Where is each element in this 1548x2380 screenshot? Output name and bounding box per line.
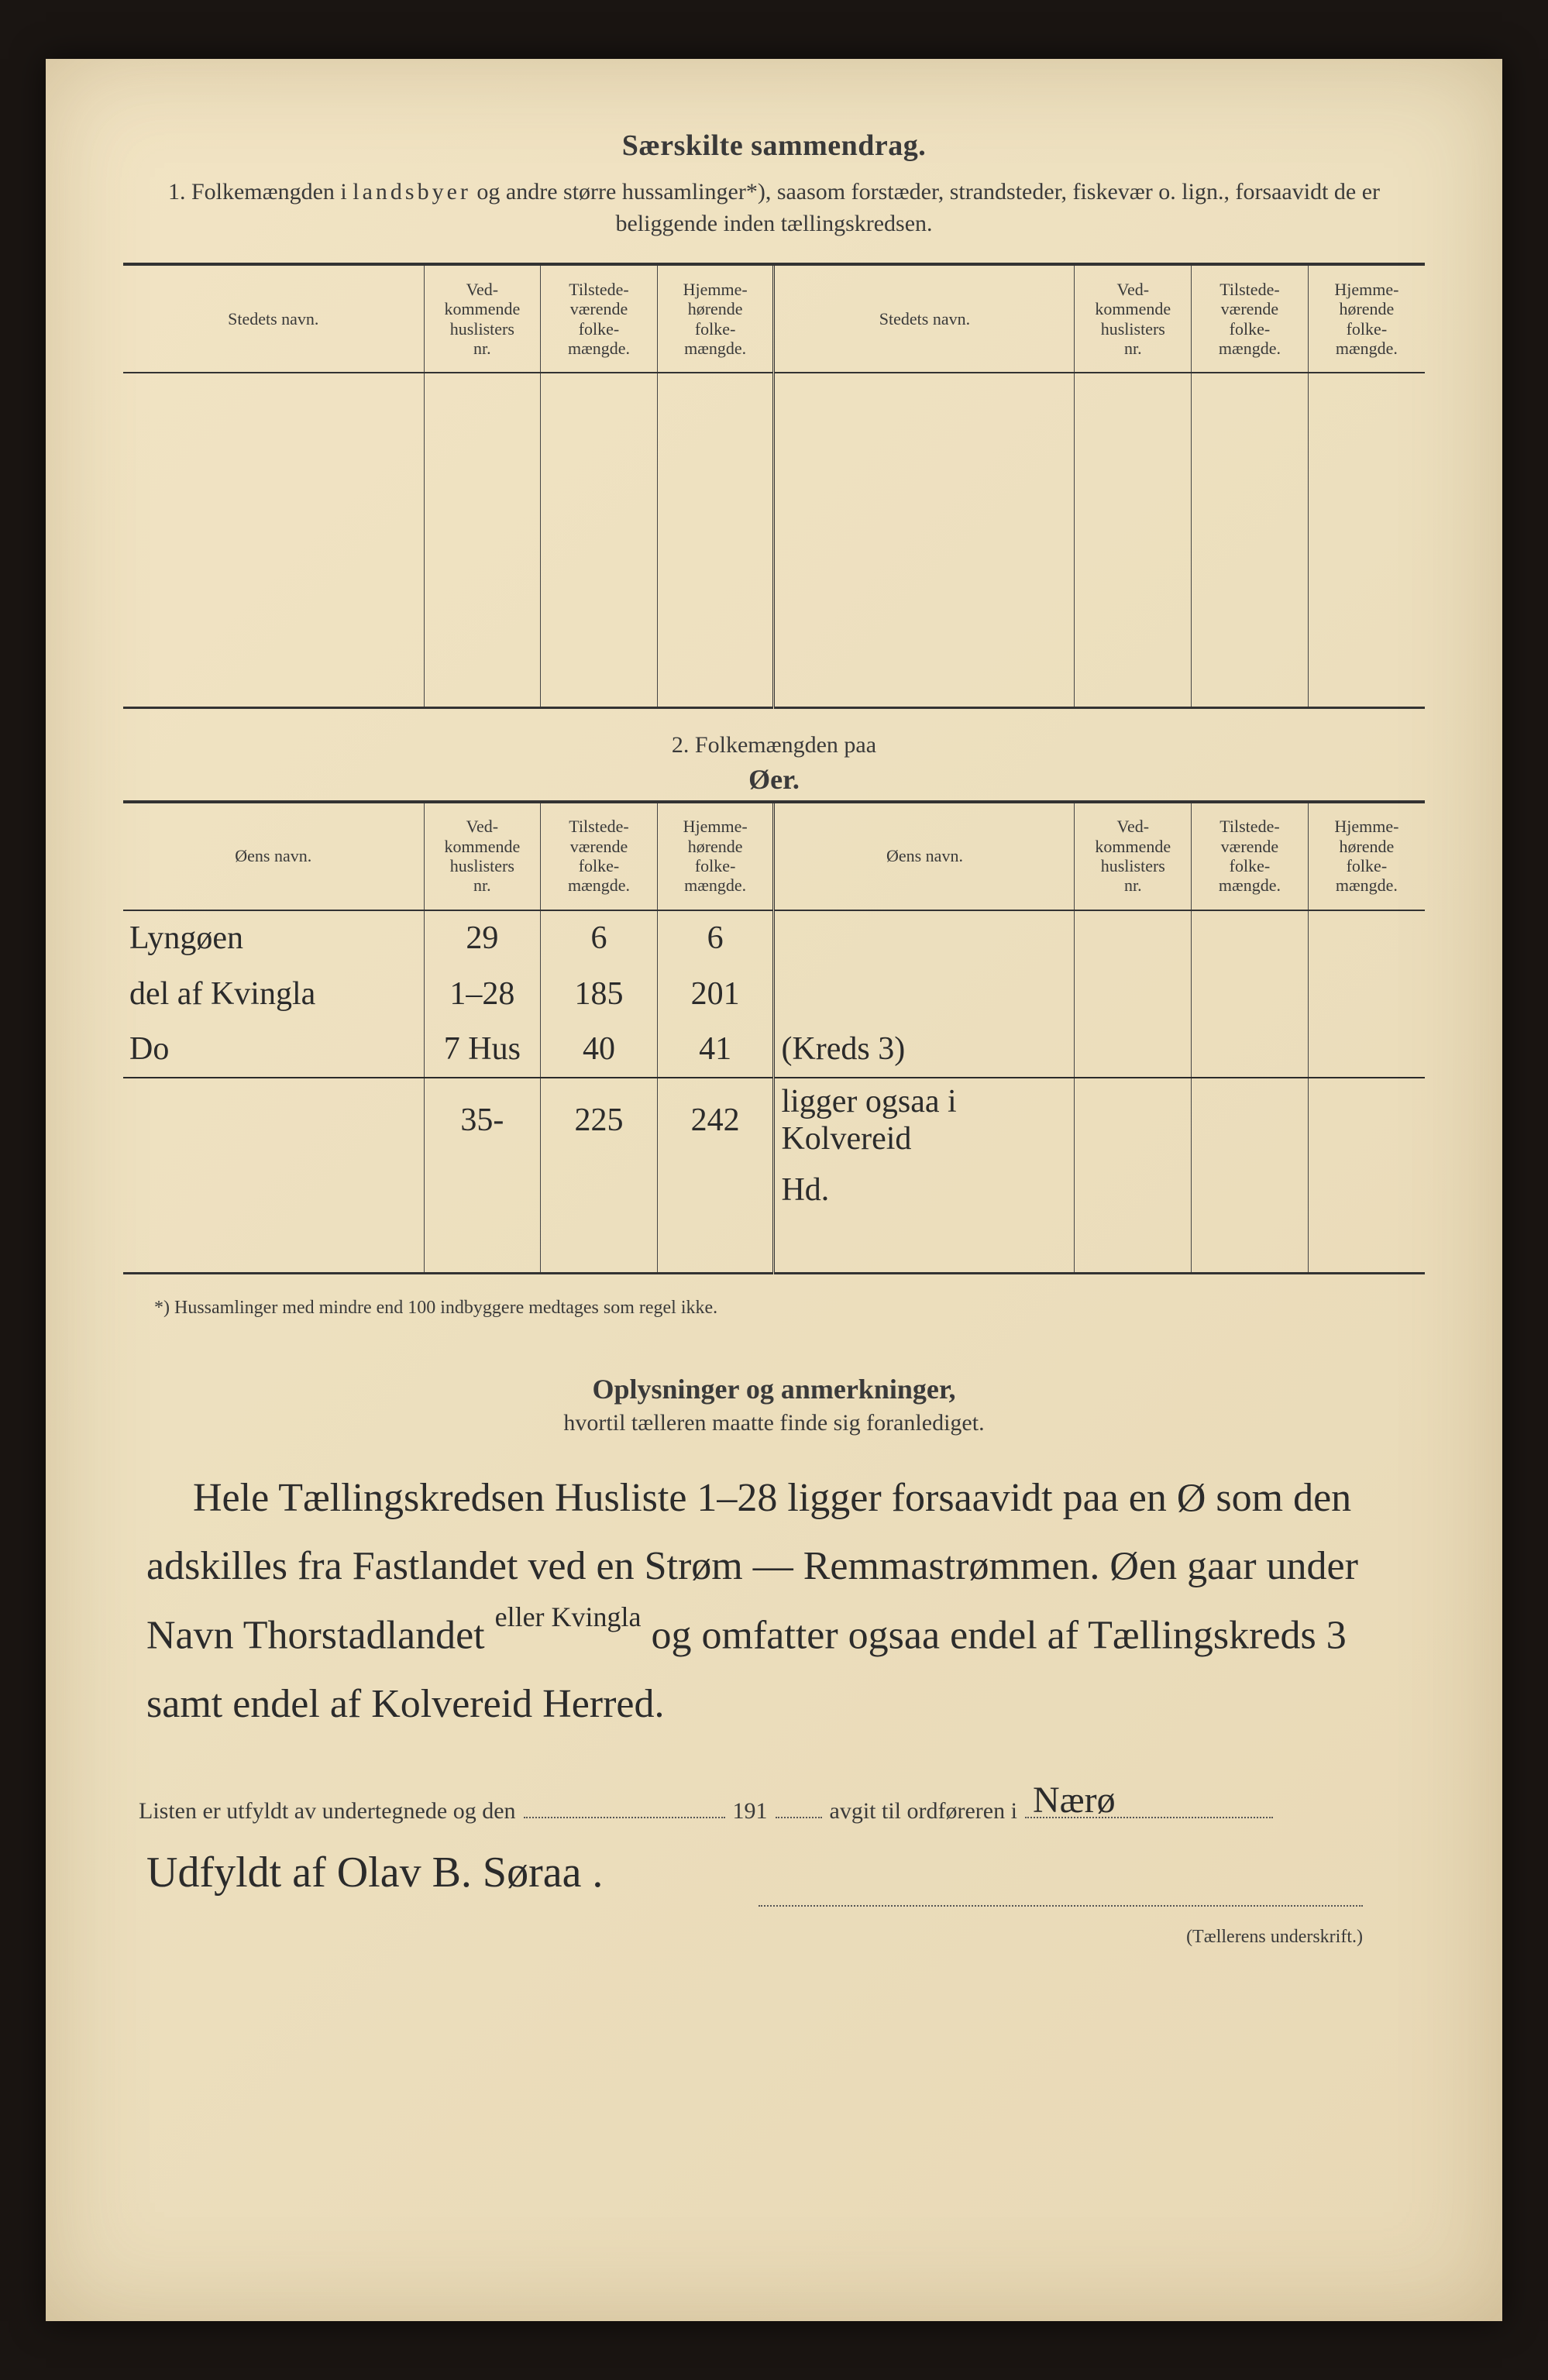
island-nr-0: 29 bbox=[424, 910, 541, 966]
extra-note: Hd. bbox=[774, 1162, 1075, 1218]
table-landsbyer: Stedets navn. Ved- kommende huslisters n… bbox=[123, 263, 1425, 709]
island-tilst-2: 40 bbox=[541, 1022, 658, 1078]
table-row bbox=[123, 484, 1425, 540]
sig-place: Nærø bbox=[1033, 1779, 1116, 1821]
sig-place-blank: Nærø bbox=[1025, 1793, 1273, 1818]
sub1-prefix: 1. Folkemængden i bbox=[168, 179, 353, 205]
th-tilst-r2: Tilstede- værende folke- mængde. bbox=[1192, 802, 1309, 910]
sig-pre: Listen er utfyldt av undertegnede og den bbox=[139, 1798, 516, 1825]
subtext-1: 1. Folkemængden i landsbyer og andre stø… bbox=[123, 177, 1425, 239]
signature-hand: Udfyldt af Olav B. Søraa . bbox=[146, 1848, 1425, 1897]
th-vedk-l2: Ved- kommende huslisters nr. bbox=[424, 802, 541, 910]
island-tilst-0: 6 bbox=[541, 910, 658, 966]
th-tilst-l: Tilstede- værende folke- mængde. bbox=[541, 264, 658, 373]
th-tilst-l2: Tilstede- værende folke- mængde. bbox=[541, 802, 658, 910]
heading-saerskilte: Særskilte sammendrag. bbox=[123, 129, 1425, 163]
sub1-spaced: landsbyer bbox=[353, 179, 471, 205]
sum-hjem: 242 bbox=[657, 1078, 774, 1162]
signature-line: Listen er utfyldt av undertegnede og den… bbox=[139, 1793, 1409, 1825]
island-nr-2: 7 Hus bbox=[424, 1022, 541, 1078]
caption-oer: 2. Folkemængden paa Øer. bbox=[123, 732, 1425, 796]
table-oer: Øens navn. Ved- kommende huslisters nr. … bbox=[123, 800, 1425, 1275]
sig-post: avgit til ordføreren i bbox=[830, 1798, 1017, 1825]
footnote: *) Hussamlinger med mindre end 100 indby… bbox=[154, 1298, 1425, 1319]
island-hjem-2: 41 bbox=[657, 1022, 774, 1078]
island-name-2: Do bbox=[123, 1022, 424, 1078]
signature-caption: (Tællerens underskrift.) bbox=[123, 1927, 1363, 1948]
remarks-heading-block: Oplysninger og anmerkninger, hvortil tæl… bbox=[123, 1373, 1425, 1436]
table-row: Lyngøen 29 6 6 bbox=[123, 910, 1425, 966]
caption-oer-line1: 2. Folkemængden paa bbox=[672, 732, 876, 758]
island-nr-1: 1–28 bbox=[424, 966, 541, 1022]
sig-mid: 191 bbox=[733, 1798, 768, 1825]
island-hjem-1: 201 bbox=[657, 966, 774, 1022]
th-vedk-l: Ved- kommende huslisters nr. bbox=[424, 264, 541, 373]
sig-year-blank bbox=[776, 1793, 822, 1818]
th-hjem-r: Hjemme- hørende folke- mængde. bbox=[1308, 264, 1425, 373]
signature-rule bbox=[759, 1905, 1363, 1907]
table-row-sum: 35- 225 242 ligger ogsaa i Kolvereid bbox=[123, 1078, 1425, 1162]
handwritten-paragraph: Hele Tællingskredsen Husliste 1–28 ligge… bbox=[146, 1464, 1409, 1739]
table-landsbyer-body bbox=[123, 373, 1425, 707]
island-note-2: (Kreds 3) bbox=[774, 1022, 1075, 1078]
th-stedets-navn-r: Stedets navn. bbox=[774, 264, 1075, 373]
table-row bbox=[123, 652, 1425, 707]
table-row: Do 7 Hus 40 41 (Kreds 3) bbox=[123, 1022, 1425, 1078]
th-hjem-l2: Hjemme- hørende folke- mængde. bbox=[657, 802, 774, 910]
th-vedk-r: Ved- kommende huslisters nr. bbox=[1075, 264, 1192, 373]
island-name-1: del af Kvingla bbox=[123, 966, 424, 1022]
th-tilst-r: Tilstede- værende folke- mængde. bbox=[1192, 264, 1309, 373]
document-page: Særskilte sammendrag. 1. Folkemængden i … bbox=[46, 59, 1502, 2321]
table-row: del af Kvingla 1–28 185 201 bbox=[123, 966, 1425, 1022]
th-hjem-l: Hjemme- hørende folke- mængde. bbox=[657, 264, 774, 373]
remarks-heading: Oplysninger og anmerkninger, bbox=[123, 1373, 1425, 1405]
remarks-sub: hvortil tælleren maatte finde sig foranl… bbox=[563, 1410, 984, 1436]
island-tilst-1: 185 bbox=[541, 966, 658, 1022]
sub1-rest: og andre større hussamlinger*), saasom f… bbox=[471, 179, 1380, 236]
th-stedets-navn-l: Stedets navn. bbox=[123, 264, 424, 373]
th-vedk-r2: Ved- kommende huslisters nr. bbox=[1075, 802, 1192, 910]
table-row bbox=[123, 373, 1425, 428]
table-row bbox=[123, 596, 1425, 652]
th-hjem-r2: Hjemme- hørende folke- mængde. bbox=[1308, 802, 1425, 910]
table-oer-body: Lyngøen 29 6 6 del af Kvingla 1–28 185 2… bbox=[123, 910, 1425, 1274]
table-row bbox=[123, 540, 1425, 596]
caption-oer-line2: Øer. bbox=[123, 763, 1425, 796]
island-hjem-0: 6 bbox=[657, 910, 774, 966]
table-row: Hd. bbox=[123, 1162, 1425, 1218]
island-note-1 bbox=[774, 966, 1075, 1022]
sig-date-blank bbox=[524, 1793, 725, 1818]
hand-insertion: eller Kvingla bbox=[495, 1601, 642, 1632]
table-row bbox=[123, 1218, 1425, 1274]
th-oens-navn-l: Øens navn. bbox=[123, 802, 424, 910]
island-name-0: Lyngøen bbox=[123, 910, 424, 966]
island-note-0 bbox=[774, 910, 1075, 966]
table-row bbox=[123, 428, 1425, 484]
sum-tilst: 225 bbox=[541, 1078, 658, 1162]
th-oens-navn-r: Øens navn. bbox=[774, 802, 1075, 910]
sum-note: ligger ogsaa i Kolvereid bbox=[774, 1078, 1075, 1162]
sum-nr: 35- bbox=[424, 1078, 541, 1162]
